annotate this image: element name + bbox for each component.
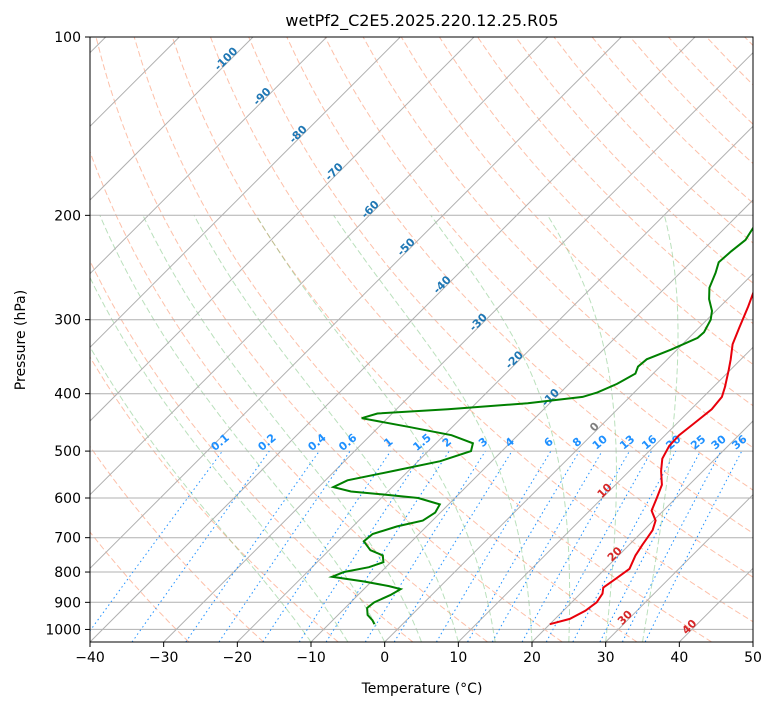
x-tick-label: −10 [296,650,326,666]
y-tick-label: 300 [54,313,81,329]
y-tick-label: 800 [54,565,81,581]
y-tick-label: 200 [54,208,81,224]
y-tick-label: 1000 [45,622,81,638]
y-tick-label: 900 [54,595,81,611]
y-tick-label: 500 [54,444,81,460]
x-tick-label: 0 [380,650,389,666]
y-axis-label: Pressure (hPa) [13,290,29,390]
x-tick-label: 20 [523,650,541,666]
x-tick-label: −30 [149,650,179,666]
x-axis-label: Temperature (°C) [361,681,483,697]
y-tick-label: 700 [54,531,81,547]
x-tick-label: −40 [75,650,105,666]
x-tick-label: 40 [670,650,688,666]
x-tick-label: −20 [223,650,253,666]
x-tick-label: 10 [449,650,467,666]
y-tick-label: 600 [54,491,81,507]
y-tick-label: 100 [54,30,81,46]
x-tick-label: 50 [744,650,762,666]
chart-title: wetPf2_C2E5.2025.220.12.25.R05 [285,11,558,31]
y-tick-label: 400 [54,387,81,403]
x-tick-label: 30 [597,650,615,666]
